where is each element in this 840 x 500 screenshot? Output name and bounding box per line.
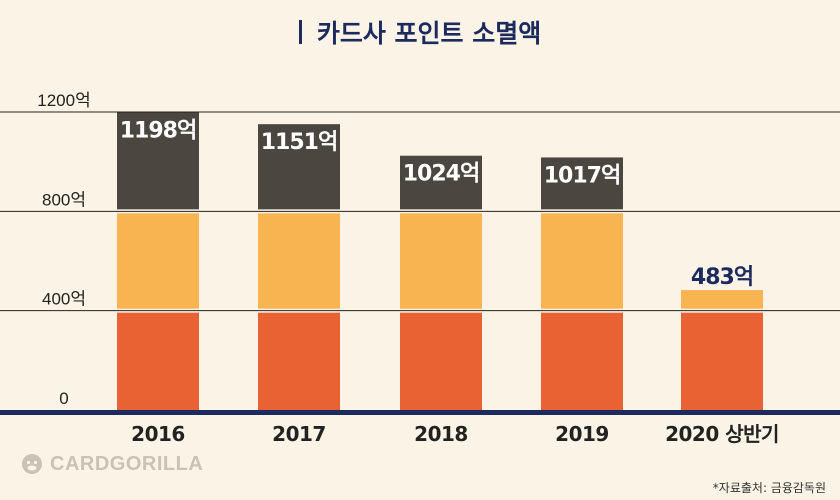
x-category-label: 2017 (272, 422, 326, 446)
chart-title: 카드사 포인트 소멸액 (316, 19, 542, 48)
title-accent-bar (298, 20, 302, 44)
x-category-label: 2018 (414, 422, 468, 446)
value-label: 1198억 (120, 118, 196, 143)
bar-segment-2016 (117, 112, 199, 210)
y-tick-label: 800억 (42, 190, 86, 209)
bar-segment-2019 (541, 157, 623, 210)
bar-segment-2020 상반기 (681, 290, 763, 309)
bar-segment-2017 (258, 312, 340, 410)
gorilla-icon (22, 454, 42, 474)
x-category-label: 2020 상반기 (665, 422, 779, 446)
y-tick-label: 0 (59, 389, 68, 408)
y-tick-label: 400억 (42, 290, 86, 309)
value-label: 1151억 (261, 130, 337, 155)
bar-segment-2017 (258, 124, 340, 210)
value-label: 1017억 (544, 163, 620, 188)
bar-segment-2020 상반기 (681, 312, 763, 410)
x-category-label: 2016 (131, 422, 185, 446)
brand-logo: CARDGORILLA (20, 452, 203, 476)
bar-segment-2018 (400, 213, 482, 309)
bar-segment-2018 (400, 155, 482, 210)
bar-segment-2018 (400, 312, 482, 410)
data-source: *자료출처: 금융감독원 (712, 481, 826, 495)
chart-title-area: 카드사 포인트 소멸액 (0, 14, 840, 50)
bar-segment-2017 (258, 213, 340, 309)
bar-segment-2016 (117, 213, 199, 309)
x-axis-baseline (0, 410, 840, 415)
y-tick-label: 1200억 (37, 91, 90, 110)
bar-segment-2019 (541, 213, 623, 309)
brand-logo-text: CARDGORILLA (50, 452, 204, 475)
bar-segment-2019 (541, 312, 623, 410)
value-label: 1024억 (403, 162, 479, 187)
x-category-label: 2019 (555, 422, 609, 446)
bar-segment-2016 (117, 312, 199, 410)
value-label: 483억 (691, 265, 753, 290)
